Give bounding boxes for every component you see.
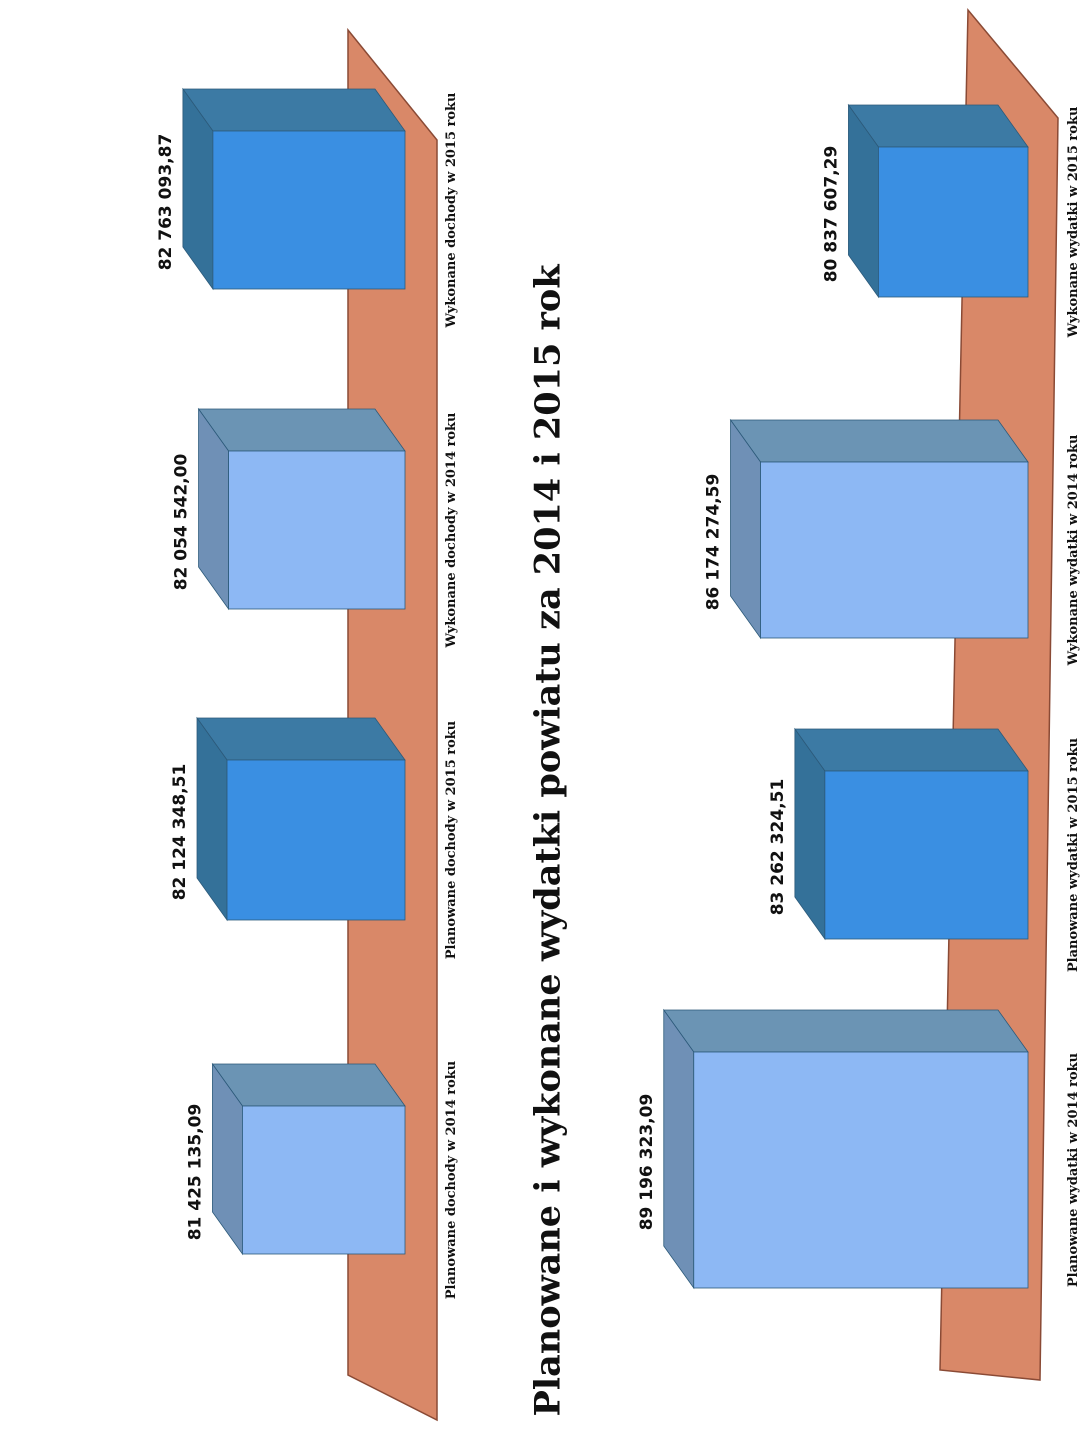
bar-front-face [226,759,406,921]
bar-depth-face [196,717,406,761]
data-label: 81 425 135,09 [185,1104,205,1241]
bar-front-face [824,770,1029,940]
data-label: 83 262 324,51 [768,779,788,916]
category-label: Wykonane wydatki w 2015 roku [1066,107,1081,339]
data-label: 89 196 323,09 [637,1094,657,1231]
bar-depth-face [662,1009,1029,1053]
bar [211,1062,406,1256]
data-label: 86 174 274,59 [704,474,724,611]
category-label: Wykonane dochody w 2014 roku [444,412,459,648]
bar [182,87,406,291]
bar-depth-face [197,408,406,452]
bar-depth-face [182,88,406,132]
bar-depth-face [847,104,1029,148]
chart-title: Planowane i wykonane wydatki powiatu za … [527,264,569,1417]
bar-front-face [242,1105,406,1255]
category-label: Planowane wydatki w 2014 roku [1066,1053,1081,1287]
data-label: 82 124 348,51 [170,764,190,901]
bar-depth-face [794,728,1029,772]
bar-side-face [663,1008,695,1290]
bar-front-face [878,146,1029,298]
category-label: Planowane wydatki w 2015 roku [1066,738,1081,972]
category-label: Planowane dochody w 2014 roku [444,1061,459,1300]
data-label: 82 054 542,00 [172,454,192,591]
bar-depth-face [211,1063,406,1107]
bar [729,418,1029,640]
chart-1: 81 425 135,09 Planowane dochody w 2014 ro… [156,27,459,1422]
bar-front-face [760,461,1029,639]
category-label: Planowane dochody w 2015 roku [444,721,459,960]
bar-front-face [693,1051,1029,1289]
bar-depth-face [729,419,1029,463]
bar [196,716,406,922]
category-label: Wykonane dochody w 2015 roku [444,92,459,328]
bar-front-face [212,130,406,290]
bar [847,103,1029,299]
chart-2: 89 196 323,09 Planowane wydatki w 2014 ro… [637,7,1081,1381]
bar [794,727,1029,941]
bar [197,407,406,611]
bar [662,1008,1029,1290]
bar-front-face [228,450,406,610]
data-label: 80 837 607,29 [821,146,841,283]
category-label: Wykonane wydatki w 2014 roku [1066,435,1081,667]
data-label: 82 763 093,87 [156,134,176,271]
